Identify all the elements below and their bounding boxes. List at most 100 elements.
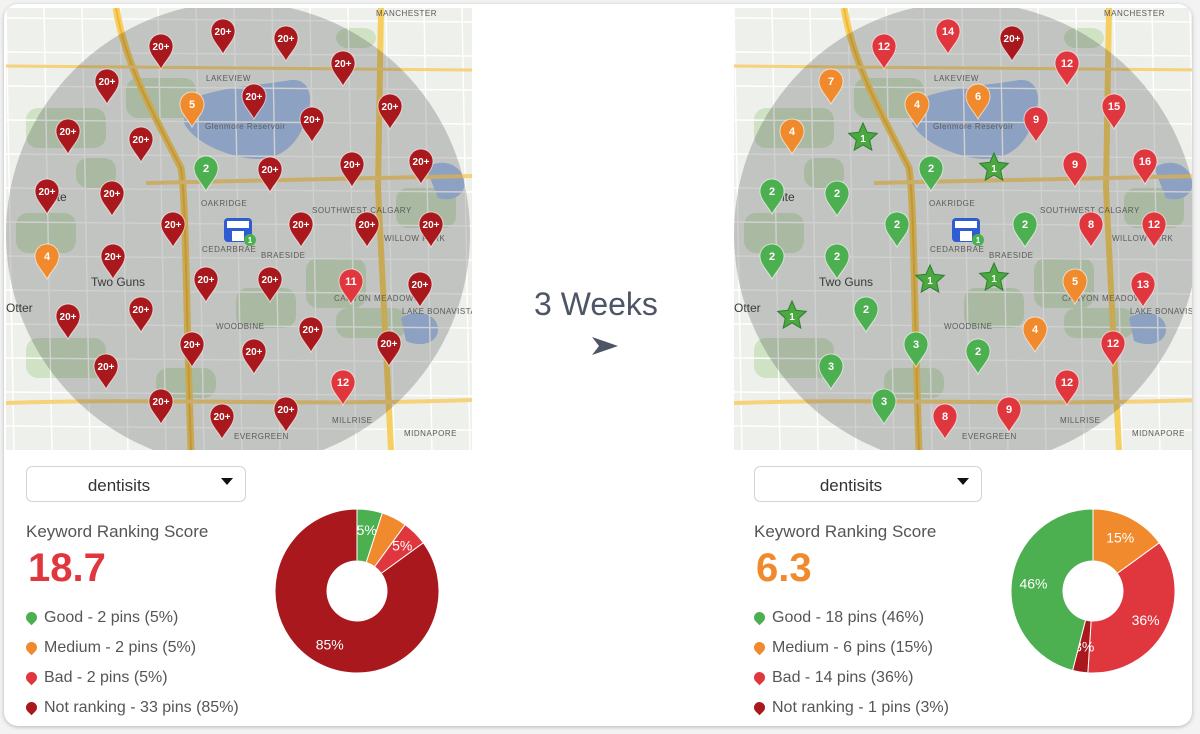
svg-text:20+: 20+ xyxy=(214,412,231,423)
legend-label: Not ranking - 1 pins (3%) xyxy=(772,699,949,716)
rank-pin[interactable]: 20+ xyxy=(241,338,267,376)
rank-pin[interactable]: 2 xyxy=(824,243,850,281)
rank-pin[interactable]: 7 xyxy=(818,68,844,106)
svg-text:2: 2 xyxy=(769,251,775,263)
rank-pin[interactable]: 20+ xyxy=(408,148,434,186)
rank-pin[interactable]: 20+ xyxy=(99,180,125,218)
rank-pin[interactable]: 20+ xyxy=(210,18,236,56)
rank-pin[interactable]: 9 xyxy=(996,396,1022,434)
rank-pin[interactable]: 20+ xyxy=(160,211,186,249)
score-title: Keyword Ranking Score xyxy=(754,522,937,541)
rank-pin[interactable]: 3 xyxy=(871,388,897,426)
rank-pin[interactable]: 14 xyxy=(935,18,961,56)
rank-pin[interactable]: 20+ xyxy=(193,266,219,304)
rank-pin[interactable]: 20+ xyxy=(354,211,380,249)
svg-text:12: 12 xyxy=(1061,377,1073,389)
rank-pin[interactable]: 12 xyxy=(1054,50,1080,88)
top-rank-star[interactable]: 1 xyxy=(847,121,879,152)
rank-pin[interactable]: 2 xyxy=(824,180,850,218)
rank-pin[interactable]: 2 xyxy=(1012,211,1038,249)
map-label: MILLRISE xyxy=(332,416,372,425)
rank-pin[interactable]: 2 xyxy=(965,338,991,376)
rank-pin[interactable]: 20+ xyxy=(241,83,267,121)
rank-pin[interactable]: 20+ xyxy=(418,211,444,249)
rank-pin[interactable]: 20+ xyxy=(257,156,283,194)
rank-pin[interactable]: 20+ xyxy=(999,25,1025,63)
rank-pin[interactable]: 20+ xyxy=(407,271,433,309)
top-rank-star[interactable]: 1 xyxy=(776,299,808,330)
rank-pin[interactable]: 20+ xyxy=(288,211,314,249)
rank-pin[interactable]: 4 xyxy=(34,243,60,281)
rank-pin[interactable]: 2 xyxy=(918,155,944,193)
rank-pin[interactable]: 4 xyxy=(779,118,805,156)
svg-text:20+: 20+ xyxy=(60,312,77,323)
store-icon[interactable]: 1 xyxy=(224,218,256,246)
store-icon[interactable]: 1 xyxy=(952,218,984,246)
svg-text:20+: 20+ xyxy=(184,340,201,351)
rank-pin[interactable]: 2 xyxy=(759,178,785,216)
pin-icon xyxy=(23,639,40,656)
rank-pin[interactable]: 9 xyxy=(1062,151,1088,189)
rank-pin[interactable]: 20+ xyxy=(376,330,402,368)
rank-pin[interactable]: 2 xyxy=(884,211,910,249)
rank-pin[interactable]: 20+ xyxy=(128,296,154,334)
rank-pin[interactable]: 12 xyxy=(1141,211,1167,249)
rank-pin[interactable]: 20+ xyxy=(298,316,324,354)
rank-pin[interactable]: 5 xyxy=(1062,268,1088,306)
rank-pin[interactable]: 20+ xyxy=(299,106,325,144)
rank-pin[interactable]: 9 xyxy=(1023,106,1049,144)
rank-pin[interactable]: 12 xyxy=(1054,369,1080,407)
rank-pin[interactable]: 20+ xyxy=(34,178,60,216)
rank-pin[interactable]: 20+ xyxy=(55,303,81,341)
rank-pin[interactable]: 20+ xyxy=(339,151,365,189)
rank-pin[interactable]: 20+ xyxy=(273,396,299,434)
rank-pin[interactable]: 12 xyxy=(330,369,356,407)
rank-pin[interactable]: 8 xyxy=(1078,211,1104,249)
rank-pin[interactable]: 4 xyxy=(1022,316,1048,354)
top-rank-star[interactable]: 1 xyxy=(978,151,1010,182)
rank-pin[interactable]: 12 xyxy=(871,33,897,71)
donut-label: 46% xyxy=(1019,575,1047,591)
rank-pin[interactable]: 13 xyxy=(1130,271,1156,309)
rank-pin[interactable]: 11 xyxy=(338,268,364,306)
rank-pin[interactable]: 20+ xyxy=(209,403,235,441)
rank-pin[interactable]: 16 xyxy=(1132,148,1158,186)
rank-pin[interactable]: 20+ xyxy=(257,266,283,304)
rank-pin[interactable]: 5 xyxy=(179,91,205,129)
rank-pin[interactable]: 2 xyxy=(853,296,879,334)
rank-pin[interactable]: 12 xyxy=(1100,330,1126,368)
rank-pin[interactable]: 20+ xyxy=(94,68,120,106)
top-rank-star[interactable]: 1 xyxy=(914,263,946,294)
svg-text:20+: 20+ xyxy=(303,325,320,336)
rank-pin[interactable]: 20+ xyxy=(330,50,356,88)
rank-pin[interactable]: 20+ xyxy=(100,243,126,281)
rank-pin[interactable]: 3 xyxy=(903,331,929,369)
rank-pin[interactable]: 15 xyxy=(1101,93,1127,131)
keyword-dropdown-value: dentisits xyxy=(819,476,883,495)
svg-text:2: 2 xyxy=(769,186,775,198)
svg-text:20+: 20+ xyxy=(153,42,170,53)
rank-pin[interactable]: 3 xyxy=(818,353,844,391)
rank-pin[interactable]: 20+ xyxy=(128,126,154,164)
rank-pin[interactable]: 20+ xyxy=(55,118,81,156)
keyword-dropdown[interactable]: dentisits xyxy=(754,466,982,502)
rank-pin[interactable]: 2 xyxy=(759,243,785,281)
rank-pin[interactable]: 8 xyxy=(932,403,958,441)
legend-item-bad: Bad - 2 pins (5%) xyxy=(23,668,239,698)
map-label: CANYON MEADOWS xyxy=(1062,294,1148,303)
top-rank-star[interactable]: 1 xyxy=(978,261,1010,292)
rank-pin[interactable]: 20+ xyxy=(148,33,174,71)
svg-text:2: 2 xyxy=(975,346,981,358)
rank-pin[interactable]: 2 xyxy=(193,155,219,193)
rank-pin[interactable]: 4 xyxy=(904,91,930,129)
svg-text:20+: 20+ xyxy=(423,220,440,231)
rank-pin[interactable]: 20+ xyxy=(179,331,205,369)
rank-pin[interactable]: 20+ xyxy=(273,25,299,63)
rank-pin[interactable]: 6 xyxy=(965,83,991,121)
keyword-dropdown[interactable]: dentisits xyxy=(26,466,246,502)
rank-pin[interactable]: 20+ xyxy=(93,353,119,391)
rank-pin[interactable]: 20+ xyxy=(377,93,403,131)
rank-pin[interactable]: 20+ xyxy=(148,388,174,426)
